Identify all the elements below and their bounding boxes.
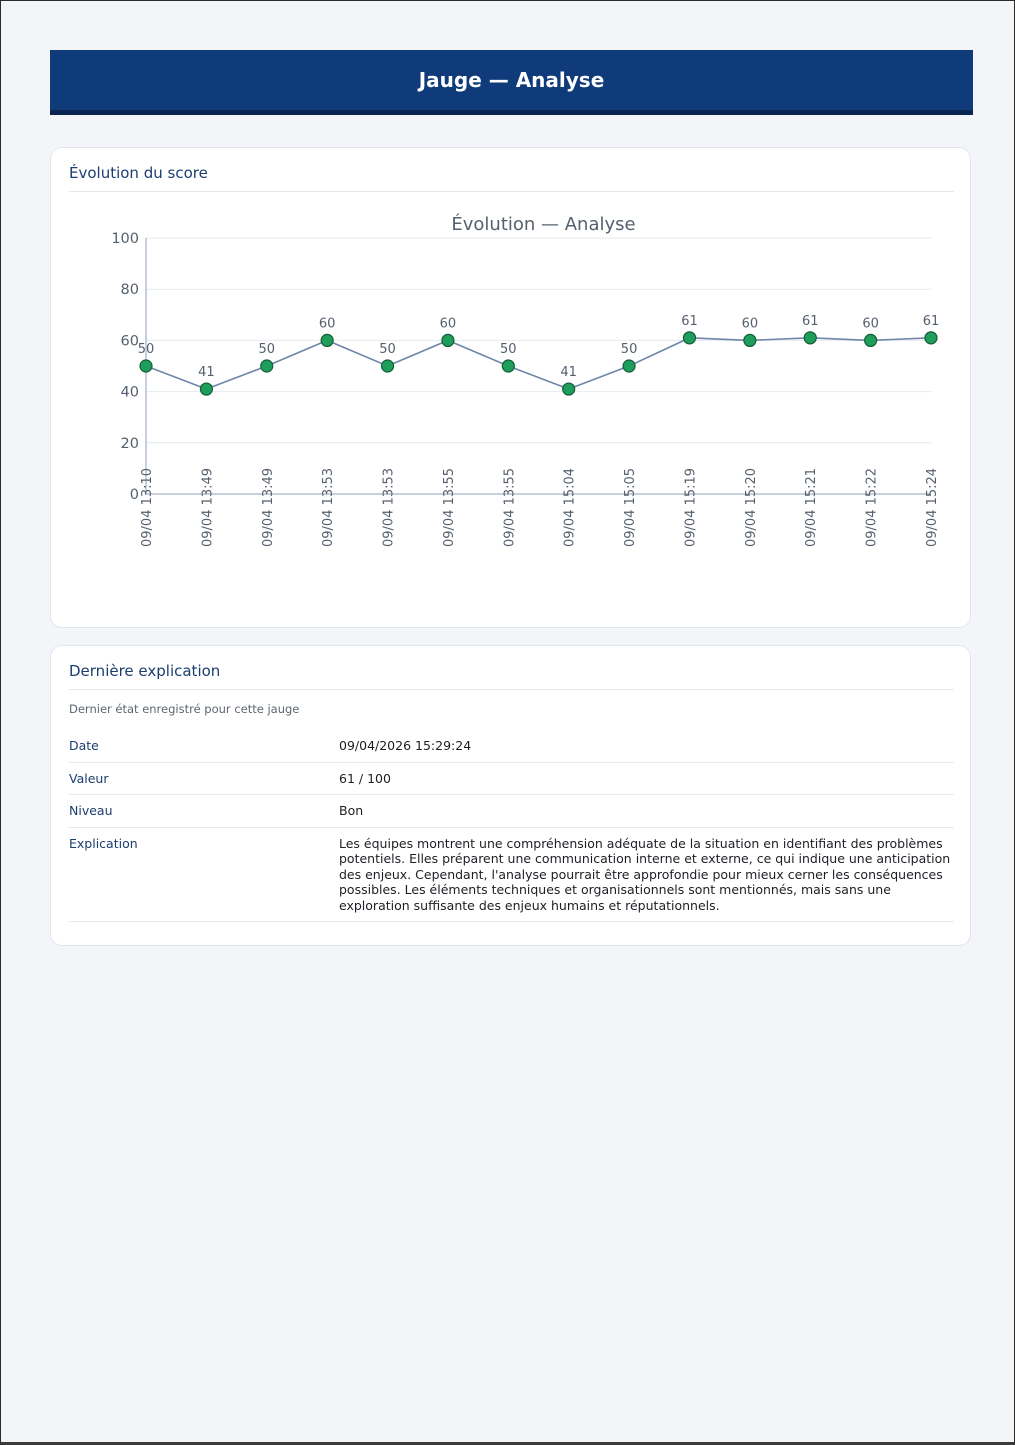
detail-row-explication: Explication Les équipes montrent une com… [69,827,954,922]
x-tick-label: 09/04 15:21 [804,468,819,547]
data-point [380,359,395,373]
data-label: 61 [923,314,940,329]
data-point [682,331,697,345]
data-label: 60 [319,316,336,331]
data-point [260,359,274,373]
detail-value: 09/04/2026 15:29:24 [339,730,954,763]
data-label: 41 [198,365,215,380]
header-banner: Jauge — Analyse [50,50,973,115]
data-label: 50 [138,342,155,357]
data-label: 50 [379,342,396,357]
data-point [199,382,213,396]
x-tick-label: 09/04 15:20 [744,468,759,547]
data-point [864,333,878,347]
data-label: 60 [862,316,879,331]
data-point [562,382,576,396]
data-point [139,359,153,373]
data-label: 41 [560,365,577,380]
x-tick-label: 09/04 15:24 [925,468,940,547]
data-label: 50 [258,342,275,357]
chart-card: Évolution du score Évolution — Analyse 0 2… [50,147,971,628]
chart-title: Évolution — Analyse [451,213,635,235]
x-tick-label: 09/04 13:55 [442,468,457,547]
detail-row-niveau: Niveau Bon [69,794,954,828]
data-point [622,359,636,373]
data-label: 50 [621,342,638,357]
detail-subtitle: Dernier état enregistré pour cette jauge [69,702,300,716]
y-tick-label: 40 [121,385,139,401]
x-tick-label: 09/04 15:05 [623,468,638,547]
y-tick-label: 20 [121,436,139,452]
x-tick-label: 09/04 13:10 [140,468,155,547]
data-label: 60 [440,316,457,331]
page-title: Jauge — Analyse [418,68,605,92]
data-point [803,331,817,345]
data-point [441,333,455,347]
x-tick-label: 09/04 13:53 [382,468,397,547]
y-tick-label: 60 [121,333,139,349]
y-tick-label: 100 [111,231,139,247]
data-label: 61 [802,314,819,329]
data-point [743,333,757,347]
detail-value: 61 / 100 [339,762,954,795]
series-line [145,337,932,390]
x-tick-label: 09/04 13:53 [321,468,336,547]
detail-label: Niveau [69,794,339,828]
detail-label: Explication [69,827,339,922]
x-tick-label: 09/04 15:04 [563,468,578,547]
detail-card: Dernière explication Dernier état enregi… [50,645,971,946]
detail-section-title: Dernière explication [69,662,954,690]
data-point [501,359,515,373]
data-point [924,331,938,345]
detail-label: Valeur [69,762,339,795]
score-chart: Évolution — Analyse 0 20 40 60 80 100 50 09/04 1… [111,213,940,547]
data-label: 60 [742,316,759,331]
detail-table: Date 09/04/2026 15:29:24 Valeur 61 / 100… [69,730,954,922]
x-tick-label: 09/04 13:49 [261,468,276,547]
y-tick-label: 80 [121,282,139,298]
data-point [320,333,334,347]
data-label: 61 [681,314,698,329]
y-tick-label: 0 [130,487,139,503]
data-label: 50 [500,342,517,357]
x-tick-label: 09/04 13:55 [502,468,517,547]
x-tick-label: 09/04 15:22 [865,468,880,547]
detail-row-date: Date 09/04/2026 15:29:24 [69,730,954,763]
detail-row-valeur: Valeur 61 / 100 [69,762,954,795]
x-tick-label: 09/04 13:49 [200,468,215,547]
detail-label: Date [69,730,339,763]
detail-value: Bon [339,794,954,828]
x-tick-label: 09/04 15:19 [683,468,698,547]
detail-value: Les équipes montrent une compréhension a… [339,827,954,922]
chart-section-title: Évolution du score [69,164,954,192]
